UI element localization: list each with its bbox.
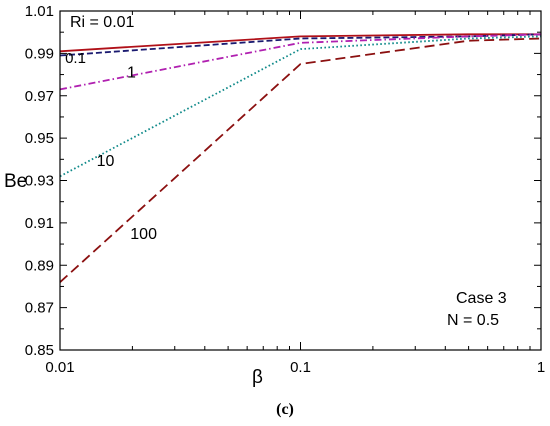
x-tick-label: 0.1 — [290, 359, 311, 376]
series-label-4: 100 — [130, 226, 157, 243]
case-annotation: Case 3 — [456, 290, 507, 307]
x-tick-label: 0.01 — [45, 359, 74, 376]
y-tick-label: 0.91 — [25, 215, 54, 232]
y-tick-label: 0.95 — [25, 130, 54, 147]
y-tick-label: 0.93 — [25, 173, 54, 190]
series-label-3: 10 — [97, 153, 115, 170]
x-tick-label: 1 — [537, 359, 545, 376]
y-tick-label: 0.97 — [25, 88, 54, 105]
series-label-0: Ri = 0.01 — [70, 14, 135, 31]
y-axis-label: Be — [4, 171, 27, 192]
series-label-2: 1 — [127, 65, 136, 82]
y-tick-label: 0.87 — [25, 300, 54, 317]
y-tick-label: 1.01 — [25, 3, 54, 20]
figure-caption: (c) — [276, 401, 294, 418]
series-line-2 — [59, 33, 542, 91]
y-tick-label: 0.99 — [25, 45, 54, 62]
n-annotation: N = 0.5 — [447, 312, 499, 329]
series-line-3 — [59, 35, 542, 178]
plot-frame — [59, 10, 542, 351]
y-tick-label: 0.85 — [25, 342, 54, 359]
series-line-4 — [59, 37, 542, 283]
labels-layer: 1.01 0.99 0.97 0.95 0.93 0.91 0.89 0.87 0.850.01… — [25, 3, 545, 376]
x-axis-label: β — [252, 367, 263, 388]
y-tick-label: 0.89 — [25, 257, 54, 274]
series-layer — [59, 33, 542, 283]
series-label-1: 0.1 — [65, 50, 86, 67]
series-line-0 — [59, 33, 541, 53]
series-line-1 — [59, 33, 542, 57]
